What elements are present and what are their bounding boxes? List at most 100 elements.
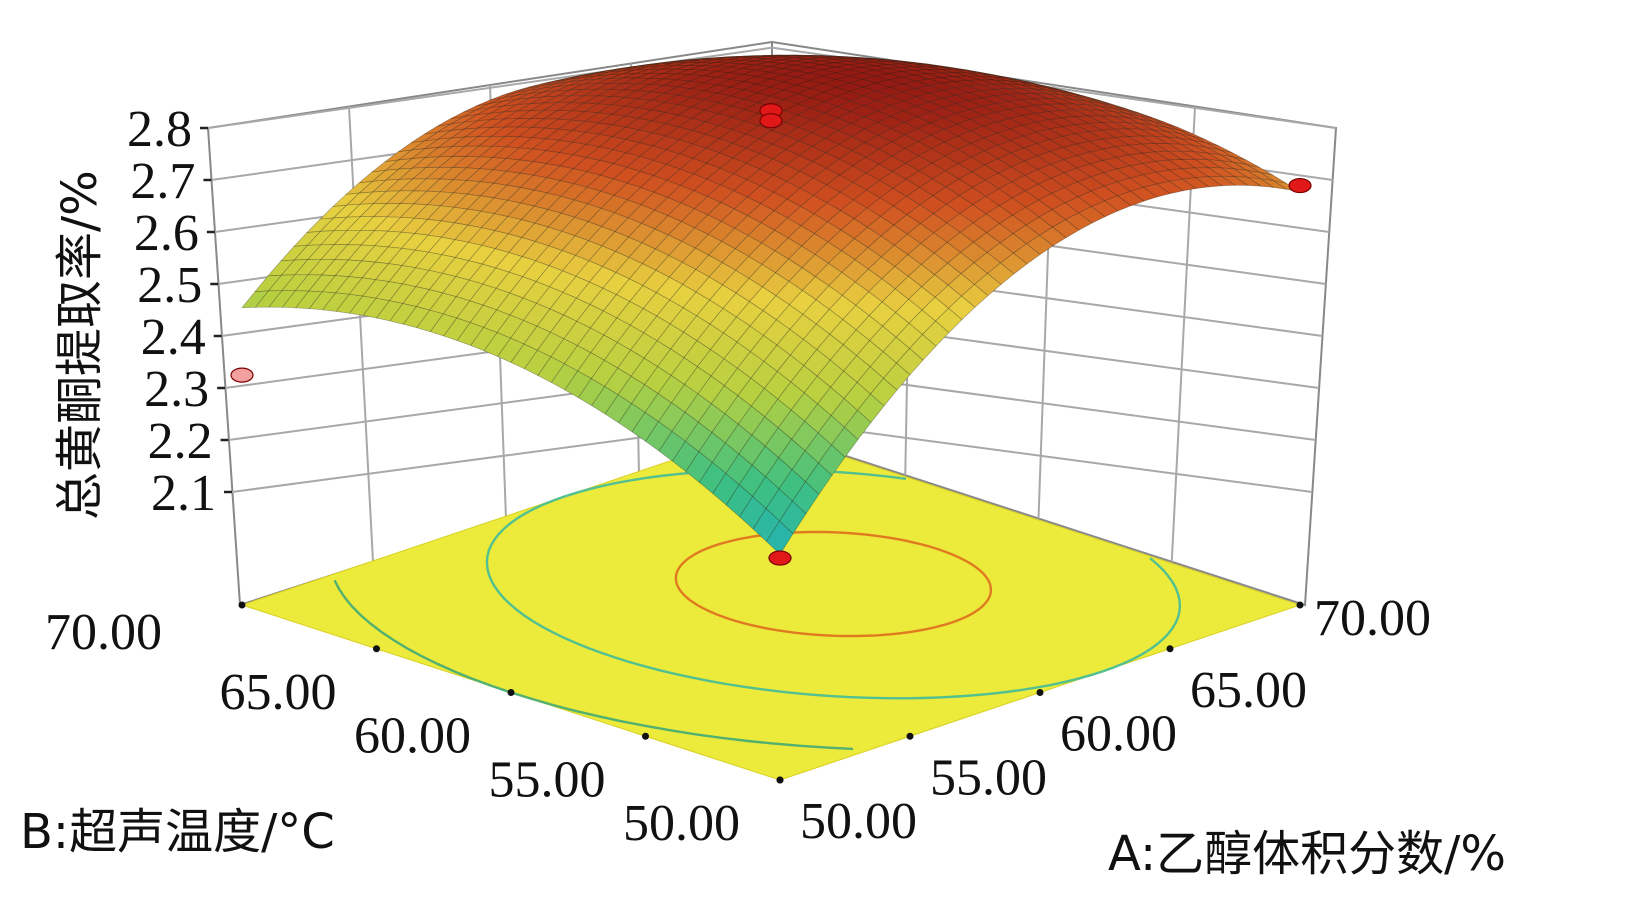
surface-cell [1260, 178, 1288, 190]
surface-cell [954, 75, 981, 81]
a-tick [776, 776, 784, 784]
surface-cell [886, 59, 914, 63]
surface-cell [482, 287, 511, 311]
surface-cell [1035, 139, 1065, 152]
surface-cell [940, 72, 968, 77]
surface-cell [281, 290, 310, 309]
z-tick-label: 2.1 [151, 465, 216, 522]
surface-cell [1036, 151, 1065, 165]
surface-cell [1088, 148, 1118, 161]
surface-cell [372, 190, 401, 205]
surface-cell [1140, 143, 1170, 153]
surface-cell [334, 244, 363, 261]
surface-cell [483, 309, 511, 334]
x-axis-title: A:乙醇体积分数/% [1108, 826, 1506, 882]
surface-cell [1020, 105, 1050, 114]
surface-cell [993, 76, 1020, 83]
surface-cell [1101, 137, 1130, 148]
surface-cell [1194, 176, 1224, 188]
surface-cell [295, 290, 323, 309]
surface-cell [429, 313, 458, 337]
surface-cell [388, 283, 417, 304]
surface-cell [426, 191, 455, 207]
surface-cell [412, 190, 442, 206]
surface-cell [1168, 168, 1197, 180]
surface-cell [1113, 128, 1143, 137]
surface-cell [386, 216, 415, 233]
surface-cell [947, 295, 976, 321]
surface-cell [766, 520, 794, 555]
surface-cell [480, 197, 509, 215]
surface-cell [833, 55, 860, 58]
surface-cell [470, 326, 498, 352]
surface-cell [360, 230, 389, 247]
surface-cell [997, 152, 1026, 168]
a-tick-label: 70.00 [1314, 590, 1431, 647]
b-tick-label: 50.00 [623, 795, 740, 852]
surface-cell [1025, 199, 1053, 218]
surface-cell [1011, 190, 1040, 208]
z-tick-label: 2.6 [134, 205, 199, 262]
surface-cell [488, 92, 516, 101]
surface-cell [1025, 234, 1054, 256]
surface-cell [1114, 144, 1144, 156]
surface-cell [415, 289, 444, 311]
surface-cell [1141, 135, 1168, 144]
surface-cell [362, 297, 391, 319]
surface-cell [454, 224, 483, 243]
surface-cell [927, 69, 954, 74]
b-tick [507, 689, 515, 696]
surface-cell [1062, 143, 1091, 156]
surface-cell [1076, 163, 1105, 178]
surface-cell [267, 259, 296, 277]
surface-cell [468, 244, 496, 265]
surface-cell [308, 291, 337, 311]
surface-cell [483, 332, 512, 357]
surface-cell [371, 178, 401, 193]
surface-cell [443, 317, 471, 342]
surface-cell [453, 208, 482, 226]
surface-cell [241, 290, 270, 309]
surface-cell [452, 180, 481, 195]
surface-cell [1011, 174, 1039, 192]
z-axis-title: 总黄酮提取率/% [52, 170, 108, 520]
surface-cell [1035, 128, 1064, 141]
surface-cell [1050, 172, 1079, 188]
b-tick-label: 65.00 [220, 664, 337, 721]
surface-cell [348, 260, 376, 279]
surface-cell [347, 244, 376, 262]
b-tick [373, 645, 380, 653]
surface-cell [374, 246, 403, 264]
surface-cell [1060, 116, 1090, 125]
surface-cell [428, 272, 457, 294]
surface-cell [254, 290, 283, 308]
surface-cell [384, 158, 414, 171]
surface-cell [1155, 180, 1184, 194]
surface-cell [1050, 159, 1078, 174]
floor-contour [485, 468, 1182, 700]
surface-cell [436, 116, 464, 127]
surface-cell [1077, 190, 1106, 208]
surface-cell [992, 74, 1020, 81]
b-tick [238, 601, 246, 609]
surface-cell [967, 75, 994, 81]
surface-cell [1233, 176, 1263, 187]
surface-cell [322, 292, 350, 312]
surface-cell [1115, 154, 1144, 167]
surface-cell [413, 204, 442, 220]
b-tick-label: 55.00 [489, 751, 606, 808]
surface-cell [1114, 121, 1141, 130]
surface-cell [1087, 115, 1115, 123]
surface-cell [1101, 146, 1131, 158]
surface-cell [1063, 181, 1092, 198]
surface-cell [465, 168, 494, 183]
surface-cell [939, 65, 967, 71]
surface-cell [440, 222, 469, 240]
surface-cell [1051, 202, 1080, 221]
surface-cell [348, 295, 377, 316]
surface-cell [1025, 216, 1054, 236]
surface-cell [319, 216, 348, 232]
surface-cell [388, 265, 417, 285]
surface-cell [1007, 88, 1035, 94]
axes: 2.12.22.32.42.52.62.72.850.0055.0060.006… [45, 101, 1431, 852]
